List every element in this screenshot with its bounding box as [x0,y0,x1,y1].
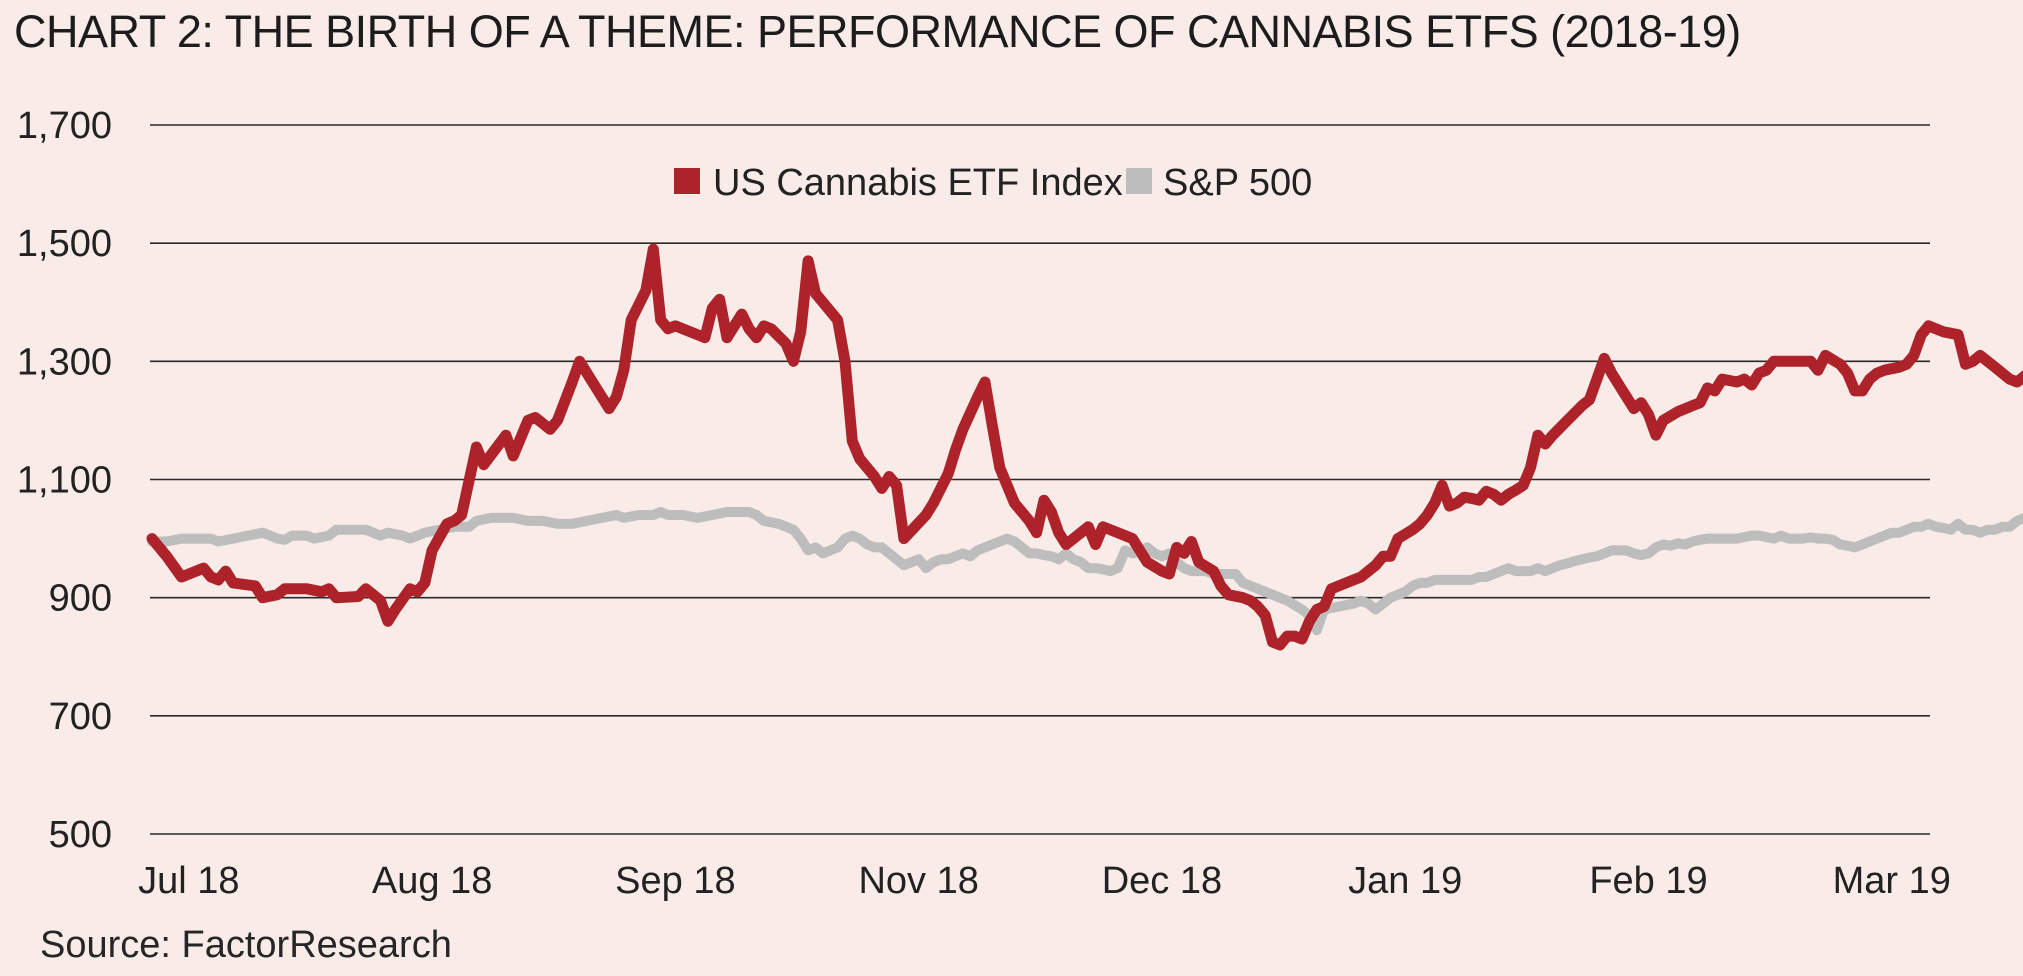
x-tick-label: Jan 19 [1348,860,1462,902]
series-lines [146,243,2023,651]
gridlines [150,124,1930,835]
legend-swatch [674,168,700,194]
y-tick-label: 1,700 [17,105,112,147]
legend-swatch [1126,168,1152,194]
y-tick-label: 500 [49,814,112,856]
y-tick-label: 1,100 [17,460,112,502]
x-tick-label: Aug 18 [372,860,492,902]
y-tick-label: 900 [49,578,112,620]
legend-label: S&P 500 [1163,162,1312,204]
x-tick-label: Mar 19 [1833,860,1951,902]
x-tick-label: Jul 18 [138,860,239,902]
x-tick-label: Dec 18 [1102,860,1222,902]
chart-title: CHART 2: THE BIRTH OF A THEME: PERFORMAN… [14,6,1741,57]
x-axis-ticks: Jul 18 Aug 18 Sep 18 Nov 18 Dec 18 Jan 19 Feb … [138,860,1951,902]
y-axis-ticks: 1,700 1,500 1,300 1,100 900 700 500 [17,105,112,856]
source-note: Source: FactorResearch [40,924,452,966]
x-tick-label: Feb 19 [1589,860,1707,902]
x-tick-label: Sep 18 [615,860,735,902]
y-tick-label: 1,500 [17,223,112,265]
x-tick-label: Nov 18 [858,860,978,902]
legend: US Cannabis ETF Index S&P 500 [674,162,1312,204]
y-tick-label: 1,300 [17,341,112,383]
legend-label: US Cannabis ETF Index [713,162,1123,204]
y-tick-label: 700 [49,696,112,738]
series-line-us-cannabis-etf-index [146,243,2023,651]
